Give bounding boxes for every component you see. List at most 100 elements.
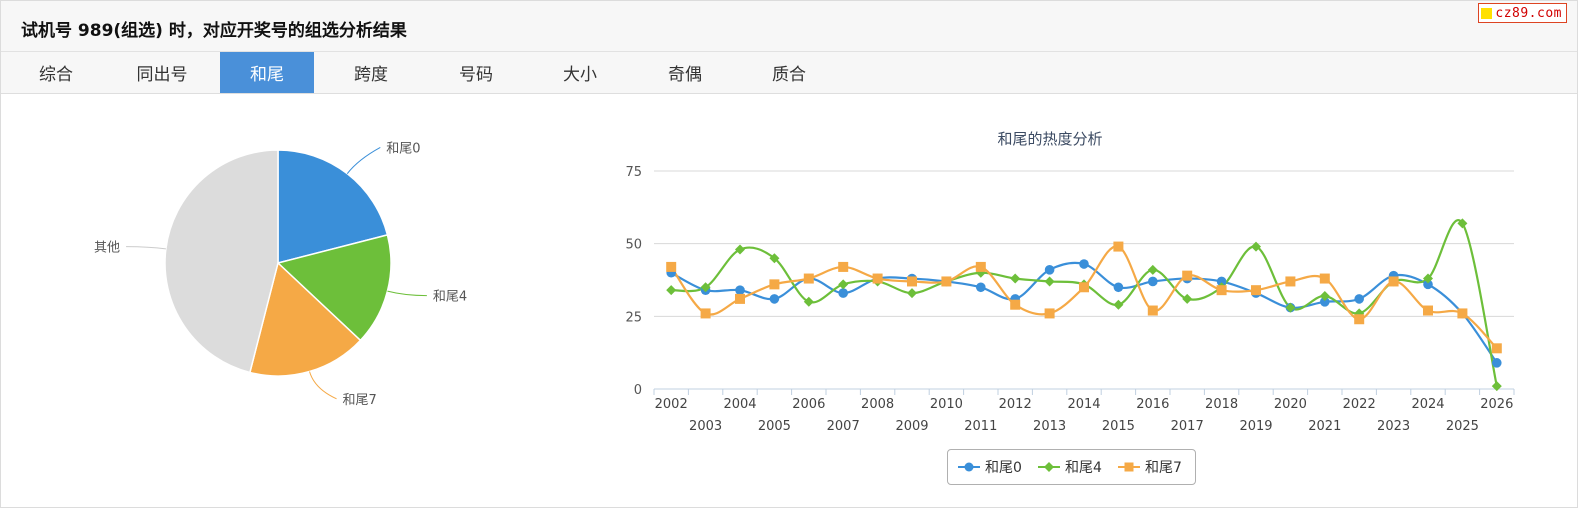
data-point[interactable] <box>1251 241 1261 252</box>
data-point[interactable] <box>700 282 711 293</box>
data-point[interactable] <box>1010 299 1021 310</box>
x-tick-label: 2008 <box>861 397 894 412</box>
data-point[interactable] <box>1423 273 1433 284</box>
data-point[interactable] <box>735 293 745 304</box>
data-point[interactable] <box>1285 276 1296 287</box>
logo-square-icon <box>1481 7 1493 19</box>
data-point[interactable] <box>1113 282 1124 293</box>
x-tick-label: 2012 <box>999 397 1032 412</box>
x-tick-label: 2026 <box>1480 397 1513 412</box>
data-point[interactable] <box>666 285 677 296</box>
data-point[interactable] <box>769 253 780 264</box>
x-tick-label: 2023 <box>1377 419 1410 434</box>
data-point[interactable] <box>1319 273 1330 284</box>
data-point[interactable] <box>735 244 745 255</box>
data-point[interactable] <box>1423 279 1433 290</box>
pie-slice[interactable] <box>276 233 392 342</box>
x-tick-label: 2002 <box>655 397 688 412</box>
data-point[interactable] <box>803 296 814 307</box>
data-point[interactable] <box>1457 218 1468 229</box>
y-tick-label: 75 <box>625 165 642 180</box>
data-point[interactable] <box>769 279 780 290</box>
data-point[interactable] <box>907 288 917 299</box>
data-point[interactable] <box>769 294 780 304</box>
data-point[interactable] <box>666 261 677 272</box>
data-point[interactable] <box>1216 285 1227 296</box>
pie-label: 和尾0 <box>386 141 420 156</box>
data-point[interactable] <box>1113 241 1124 252</box>
data-point[interactable] <box>735 285 745 295</box>
data-point[interactable] <box>1182 293 1193 304</box>
tab-big-small[interactable]: 大小 <box>563 65 597 85</box>
pie-label: 和尾7 <box>343 393 377 408</box>
x-tick-label: 2005 <box>758 419 791 434</box>
legend-item-s0[interactable]: 和尾0 <box>958 450 1022 484</box>
circle-marker-icon <box>958 462 980 472</box>
data-point[interactable] <box>1251 285 1261 296</box>
x-tick-label: 2006 <box>792 397 825 412</box>
data-point[interactable] <box>1044 265 1055 275</box>
x-tick-label: 2011 <box>964 419 997 434</box>
data-point[interactable] <box>1044 308 1055 319</box>
series-line <box>670 261 1498 364</box>
data-point[interactable] <box>1182 270 1193 281</box>
data-point[interactable] <box>1147 264 1158 275</box>
data-point[interactable] <box>1148 276 1158 287</box>
data-point[interactable] <box>1285 302 1296 313</box>
chart-legend: 和尾0 和尾4 和尾7 <box>947 449 1196 485</box>
tab-co-occur[interactable]: 同出号 <box>136 65 188 85</box>
line-chart-title: 和尾的热度分析 <box>997 130 1102 148</box>
series-line <box>671 219 1498 387</box>
tab-summary[interactable]: 综合 <box>39 65 73 85</box>
tab-span[interactable]: 跨度 <box>354 65 388 85</box>
x-tick-label: 2003 <box>689 419 722 434</box>
data-point[interactable] <box>1423 305 1433 316</box>
data-point[interactable] <box>1010 273 1021 284</box>
watermark-text: cz89.com <box>1495 5 1562 21</box>
data-point[interactable] <box>838 261 849 272</box>
data-point[interactable] <box>1147 305 1158 316</box>
data-point[interactable] <box>838 279 849 290</box>
data-point[interactable] <box>872 273 883 284</box>
x-tick-label: 2015 <box>1102 419 1135 434</box>
pie-connector <box>387 290 427 297</box>
data-point[interactable] <box>803 273 814 284</box>
data-point[interactable] <box>1113 299 1124 310</box>
data-point[interactable] <box>941 276 952 287</box>
data-point[interactable] <box>1319 290 1330 301</box>
data-point[interactable] <box>1492 358 1502 368</box>
data-point[interactable] <box>1216 276 1227 287</box>
tab-prime-composite[interactable]: 质合 <box>772 65 806 85</box>
pie-label: 和尾4 <box>433 290 467 305</box>
tab-odd-even[interactable]: 奇偶 <box>668 65 702 85</box>
data-point[interactable] <box>907 276 917 287</box>
pie-slice[interactable] <box>277 149 389 264</box>
x-tick-label: 2007 <box>827 419 860 434</box>
legend-item-s4[interactable]: 和尾4 <box>1038 450 1102 484</box>
legend-item-s7[interactable]: 和尾7 <box>1118 450 1182 484</box>
x-tick-label: 2024 <box>1411 397 1444 412</box>
x-tick-label: 2019 <box>1239 419 1272 434</box>
pie-slice[interactable] <box>248 261 362 377</box>
data-point[interactable] <box>1079 259 1089 269</box>
tab-sum-tail[interactable]: 和尾 <box>220 52 314 93</box>
data-point[interactable] <box>838 288 848 298</box>
data-point[interactable] <box>1457 308 1468 319</box>
pie-slice[interactable] <box>164 149 279 374</box>
data-point[interactable] <box>976 282 986 293</box>
data-point[interactable] <box>1388 276 1399 287</box>
data-point[interactable] <box>1491 381 1502 392</box>
data-point[interactable] <box>1320 297 1330 307</box>
tab-numbers[interactable]: 号码 <box>459 65 493 85</box>
data-point[interactable] <box>1079 282 1089 293</box>
data-point[interactable] <box>975 261 986 272</box>
data-point[interactable] <box>1044 276 1055 287</box>
panel-title: 试机号 989(组选) 时，对应开奖号的组选分析结果 <box>21 21 407 41</box>
data-point[interactable] <box>1491 343 1502 354</box>
data-point[interactable] <box>1354 314 1365 325</box>
data-point[interactable] <box>700 308 711 319</box>
data-point[interactable] <box>1354 294 1364 304</box>
pie-connector <box>126 246 166 250</box>
panel-header: 试机号 989(组选) 时，对应开奖号的组选分析结果 <box>1 1 1577 52</box>
